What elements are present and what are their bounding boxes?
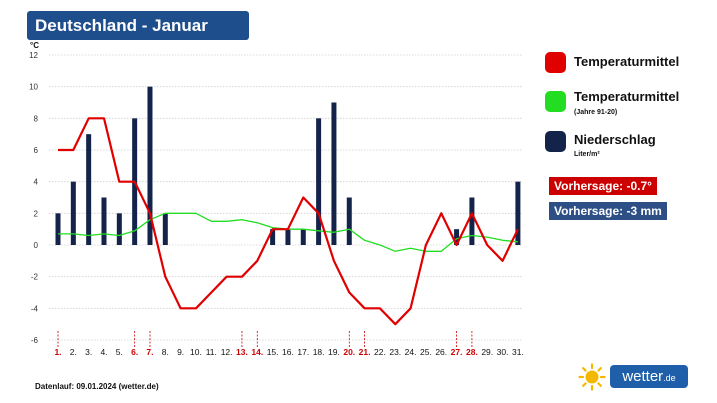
x-tick-label: 15. — [267, 347, 279, 357]
x-tick-label: 12. — [221, 347, 233, 357]
data-run-footer: Datenlauf: 09.01.2024 (wetter.de) — [35, 382, 159, 391]
wetter-logo[interactable]: wetter.de — [578, 362, 690, 392]
x-tick-label: 14. — [251, 347, 263, 357]
x-tick-label: 13. — [236, 347, 248, 357]
chart-title: Deutschland - Januar — [27, 11, 249, 40]
precip-bar — [515, 181, 521, 245]
x-tick-label: 8. — [162, 347, 169, 357]
forecast-temp-badge: Vorhersage: -0.7° — [549, 177, 657, 195]
x-tick-label: 27. — [451, 347, 463, 357]
legend-normal-label: Temperaturmittel — [574, 89, 680, 104]
y-tick-label: 2 — [34, 209, 39, 218]
precip-bar — [101, 197, 107, 245]
precip-bar — [285, 229, 291, 245]
temp-lines — [58, 117, 519, 326]
grid — [49, 54, 523, 347]
x-tick-label: 29. — [481, 347, 493, 357]
x-tick-label: 20. — [343, 347, 355, 357]
y-tick-label: -6 — [31, 336, 39, 345]
x-tick-label: 16. — [282, 347, 294, 357]
x-tick-label: 1. — [54, 347, 61, 357]
legend-temp-swatch — [545, 52, 566, 73]
precip-bars — [55, 86, 521, 246]
x-tick-label: 17. — [297, 347, 309, 357]
legend-normal-swatch — [545, 91, 566, 112]
precip-bar — [147, 86, 153, 246]
legend-precip-swatch — [545, 131, 566, 152]
y-tick-label: 6 — [34, 146, 39, 155]
precip-bar — [469, 197, 475, 245]
logo-wordmark: wetter.de — [610, 365, 688, 388]
precip-bar — [454, 229, 460, 245]
y-tick-label: 4 — [34, 178, 39, 187]
x-tick-label: 4. — [100, 347, 107, 357]
logo-suffix: .de — [663, 373, 676, 383]
x-tick-label: 7. — [146, 347, 153, 357]
forecast-precip-badge: Vorhersage: -3 mm — [549, 202, 667, 220]
y-tick-label: 10 — [29, 83, 38, 92]
precip-bar — [300, 229, 306, 245]
x-tick-label: 25. — [420, 347, 432, 357]
precip-bar — [346, 197, 352, 245]
x-tick-label: 18. — [313, 347, 325, 357]
axis-labels: -6 -4 -2 0 2 4 6 8 10 12°C 1. 2. 3. 4. 5. 6. 7. 8. 9. 10. 11… — [29, 41, 524, 357]
sun-icon — [578, 363, 606, 391]
legend-precip-sub: Liter/m² — [574, 151, 600, 158]
x-tick-label: 24. — [405, 347, 417, 357]
x-tick-label: 11. — [206, 347, 217, 357]
x-tick-label: 5. — [116, 347, 123, 357]
temp-mean-line — [58, 117, 519, 326]
x-tick-label: 28. — [466, 347, 478, 357]
x-tick-label: 3. — [85, 347, 92, 357]
x-tick-label: 21. — [359, 347, 371, 357]
x-tick-label: 9. — [177, 347, 184, 357]
precip-bar — [331, 102, 337, 245]
precip-bar — [86, 134, 92, 245]
x-tick-label: 6. — [131, 347, 138, 357]
x-tick-label: 23. — [389, 347, 401, 357]
precip-bar — [270, 229, 276, 245]
precip-bar — [55, 213, 61, 245]
x-tick-label: 31. — [512, 347, 524, 357]
y-tick-label: -4 — [31, 304, 39, 313]
precip-bar — [316, 118, 322, 245]
x-tick-label: 2. — [70, 347, 77, 357]
logo-text: wetter — [622, 368, 664, 385]
y-tick-label: -2 — [31, 273, 39, 282]
legend-temp-label: Temperaturmittel — [574, 54, 680, 69]
x-tick-label: 30. — [497, 347, 509, 357]
precip-bar — [162, 213, 168, 245]
x-tick-label: 19. — [328, 347, 340, 357]
x-tick-label: 26. — [435, 347, 447, 357]
precip-bar — [70, 181, 76, 245]
y-tick-label: 8 — [34, 114, 39, 123]
x-tick-label: 22. — [374, 347, 386, 357]
y-tick-label: 12 — [29, 51, 38, 60]
y-axis-unit: °C — [30, 41, 39, 50]
legend-normal-sub: (Jahre 91-20) — [574, 109, 618, 116]
legend-precip-label: Niederschlag — [574, 132, 656, 147]
precip-bar — [116, 213, 122, 245]
y-tick-label: 0 — [34, 241, 39, 250]
x-tick-label: 10. — [190, 347, 202, 357]
